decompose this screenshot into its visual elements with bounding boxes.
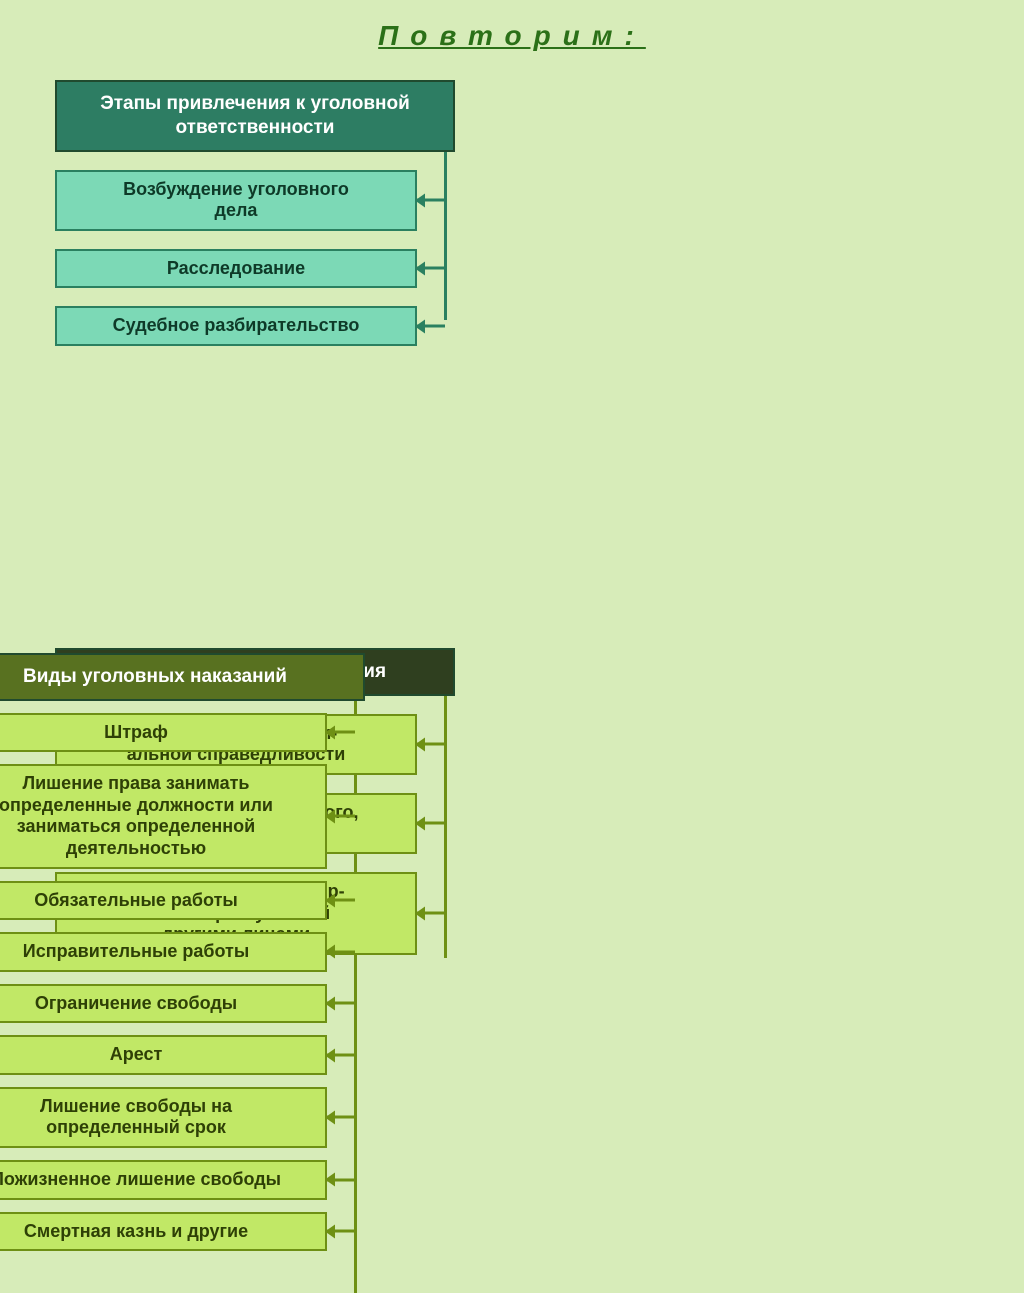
group-punishments: Виды уголовных наказаний Штраф Лишение п… [0, 653, 365, 1251]
list-item: Лишение свободы на определенный срок [0, 1087, 365, 1148]
group-stages: Этапы привлечения к уголовной ответствен… [55, 80, 455, 346]
arrow-icon [417, 912, 445, 915]
arrow-icon [417, 743, 445, 746]
item-text: Возбуждение уголовного дела [55, 170, 417, 231]
list-item: Ограничение свободы [0, 984, 365, 1024]
arrow-icon [327, 950, 355, 953]
list-item: Штраф [0, 713, 365, 753]
item-text: Смертная казнь и другие [0, 1212, 327, 1252]
item-text: Ограничение свободы [0, 984, 327, 1024]
list-item: Судебное разбирательство [55, 306, 455, 346]
arrow-icon [417, 199, 445, 202]
arrow-icon [327, 1116, 355, 1119]
list-item: Пожизненное лишение свободы [0, 1160, 365, 1200]
item-text: Штраф [0, 713, 327, 753]
item-text: Пожизненное лишение свободы [0, 1160, 327, 1200]
arrow-icon [417, 325, 445, 328]
item-text: Исправительные работы [0, 932, 327, 972]
list-item: Исправительные работы [0, 932, 365, 972]
item-text: Лишение права занимать определенные долж… [0, 764, 327, 868]
list-item: Смертная казнь и другие [0, 1212, 365, 1252]
list-item: Лишение права занимать определенные долж… [0, 764, 365, 868]
arrow-icon [417, 267, 445, 270]
page-title: Повторим: [0, 20, 1024, 52]
arrow-icon [417, 822, 445, 825]
arrow-icon [327, 1054, 355, 1057]
item-text: Расследование [55, 249, 417, 289]
item-text: Обязательные работы [0, 881, 327, 921]
arrow-icon [327, 1002, 355, 1005]
arrow-icon [327, 899, 355, 902]
arrow-icon [327, 1178, 355, 1181]
group-stages-header: Этапы привлечения к уголовной ответствен… [55, 80, 455, 152]
item-text: Лишение свободы на определенный срок [0, 1087, 327, 1148]
list-item: Расследование [55, 249, 455, 289]
list-item: Арест [0, 1035, 365, 1075]
arrow-icon [327, 1230, 355, 1233]
group-punishments-header: Виды уголовных наказаний [0, 653, 365, 701]
arrow-icon [327, 815, 355, 818]
item-text: Судебное разбирательство [55, 306, 417, 346]
item-text: Арест [0, 1035, 327, 1075]
list-item: Возбуждение уголовного дела [55, 170, 455, 231]
list-item: Обязательные работы [0, 881, 365, 921]
arrow-icon [327, 731, 355, 734]
